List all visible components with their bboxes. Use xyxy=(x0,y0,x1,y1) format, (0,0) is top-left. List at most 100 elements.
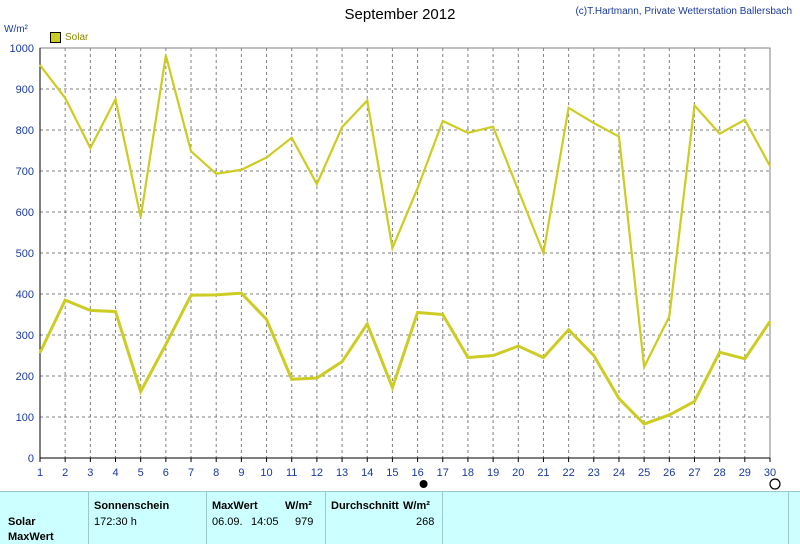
chart-title: September 2012 xyxy=(344,6,456,23)
data-point-max xyxy=(215,173,217,175)
chart-grid xyxy=(39,47,771,459)
data-point-max xyxy=(391,247,394,249)
x-tick-label: 29 xyxy=(739,467,751,479)
data-point-average xyxy=(240,292,242,294)
series-line-max xyxy=(39,55,771,371)
legend-label: Solar xyxy=(65,32,89,43)
data-point-average xyxy=(39,352,41,354)
x-tick-label: 16 xyxy=(411,467,423,479)
chart-axes xyxy=(39,48,781,490)
data-point-max xyxy=(89,147,91,149)
x-tick-label: 30 xyxy=(764,467,776,479)
y-tick-label: 400 xyxy=(16,289,34,301)
average-value: 268 xyxy=(416,516,435,528)
data-point-average xyxy=(719,351,721,353)
x-tick-label: 6 xyxy=(163,467,169,479)
data-point-average xyxy=(593,354,595,357)
data-point-average xyxy=(165,343,167,346)
data-point-average xyxy=(89,309,91,311)
y-axis-unit: W/m² xyxy=(4,24,28,35)
data-point-average xyxy=(341,361,343,363)
data-point-max xyxy=(341,126,343,128)
data-point-max xyxy=(39,64,41,66)
data-point-max xyxy=(291,137,293,139)
data-point-max xyxy=(316,183,318,185)
data-point-max xyxy=(64,97,66,99)
data-point-max xyxy=(114,98,117,100)
data-point-max xyxy=(719,133,721,135)
y-tick-label: 0 xyxy=(28,453,34,465)
data-point-average xyxy=(643,423,645,425)
average-header: Durchschnitt xyxy=(331,500,399,512)
x-tick-label: 2 xyxy=(62,467,68,479)
data-point-average xyxy=(769,320,771,323)
data-point-average xyxy=(668,414,670,416)
legend: Solar xyxy=(50,32,88,43)
data-point-max xyxy=(542,252,545,254)
y-tick-label: 700 xyxy=(16,166,34,178)
data-point-average xyxy=(492,354,494,357)
x-tick-label: 8 xyxy=(213,467,219,479)
maxwert-header: MaxWert xyxy=(212,500,258,512)
data-point-max xyxy=(769,165,771,167)
data-point-average xyxy=(568,329,570,331)
x-tick-label: 19 xyxy=(487,467,499,479)
series-line-average xyxy=(38,291,772,426)
x-tick-label: 7 xyxy=(188,467,194,479)
data-point-average xyxy=(114,311,117,313)
data-point-average xyxy=(442,313,444,316)
data-point-average xyxy=(291,378,293,380)
end-month-marker xyxy=(769,478,781,490)
data-point-average xyxy=(744,358,746,360)
x-tick-label: 12 xyxy=(311,467,323,479)
data-point-max xyxy=(744,119,746,121)
y-tick-label: 800 xyxy=(16,125,34,137)
x-tick-label: 14 xyxy=(361,467,373,479)
x-tick-label: 13 xyxy=(336,467,348,479)
maxwert-unit: W/m² xyxy=(285,500,312,512)
data-point-max xyxy=(140,216,142,218)
x-tick-label: 18 xyxy=(462,467,474,479)
maxwert-time: 14:05 xyxy=(251,516,279,528)
data-point-average xyxy=(517,345,519,347)
stats-panel: Solar MaxWert Sonnenschein 172:30 h MaxW… xyxy=(0,491,800,544)
x-tick-label: 23 xyxy=(588,467,600,479)
data-point-average xyxy=(64,299,66,301)
y-tick-label: 900 xyxy=(16,84,34,96)
maxwert-date: 06.09. xyxy=(212,516,243,528)
data-point-average xyxy=(618,397,620,400)
data-point-average xyxy=(467,356,469,359)
x-tick-label: 11 xyxy=(286,467,297,479)
maxwert-value: 979 xyxy=(295,516,314,528)
x-tick-label: 10 xyxy=(260,467,272,479)
data-point-max xyxy=(618,135,620,138)
x-tick-label: 15 xyxy=(386,467,398,479)
data-point-average xyxy=(391,386,394,389)
x-tick-label: 9 xyxy=(238,467,244,479)
copyright-text: (c)T.Hartmann, Private Wetterstation Bal… xyxy=(575,6,792,17)
y-tick-label: 200 xyxy=(16,371,34,383)
data-point-max xyxy=(643,366,645,368)
y-tick-label: 1000 xyxy=(10,43,34,55)
x-tick-label: 17 xyxy=(437,467,449,479)
data-point-max xyxy=(265,156,268,159)
x-tick-label: 22 xyxy=(562,467,574,479)
data-point-average xyxy=(366,323,368,325)
x-tick-label: 21 xyxy=(537,467,549,479)
chart-series xyxy=(38,54,772,426)
data-point-max xyxy=(190,150,192,152)
row-label-maxwert: MaxWert xyxy=(8,531,54,543)
data-point-average xyxy=(265,318,268,321)
data-point-average xyxy=(215,294,217,296)
x-tick-label: 3 xyxy=(87,467,93,479)
x-tick-label: 4 xyxy=(112,467,118,479)
x-tick-label: 20 xyxy=(512,467,524,479)
data-point-average xyxy=(693,400,696,403)
average-unit: W/m² xyxy=(403,500,430,512)
data-point-max xyxy=(568,107,570,109)
data-point-average xyxy=(542,356,545,359)
data-point-average xyxy=(316,377,318,379)
x-tick-label: 27 xyxy=(688,467,700,479)
